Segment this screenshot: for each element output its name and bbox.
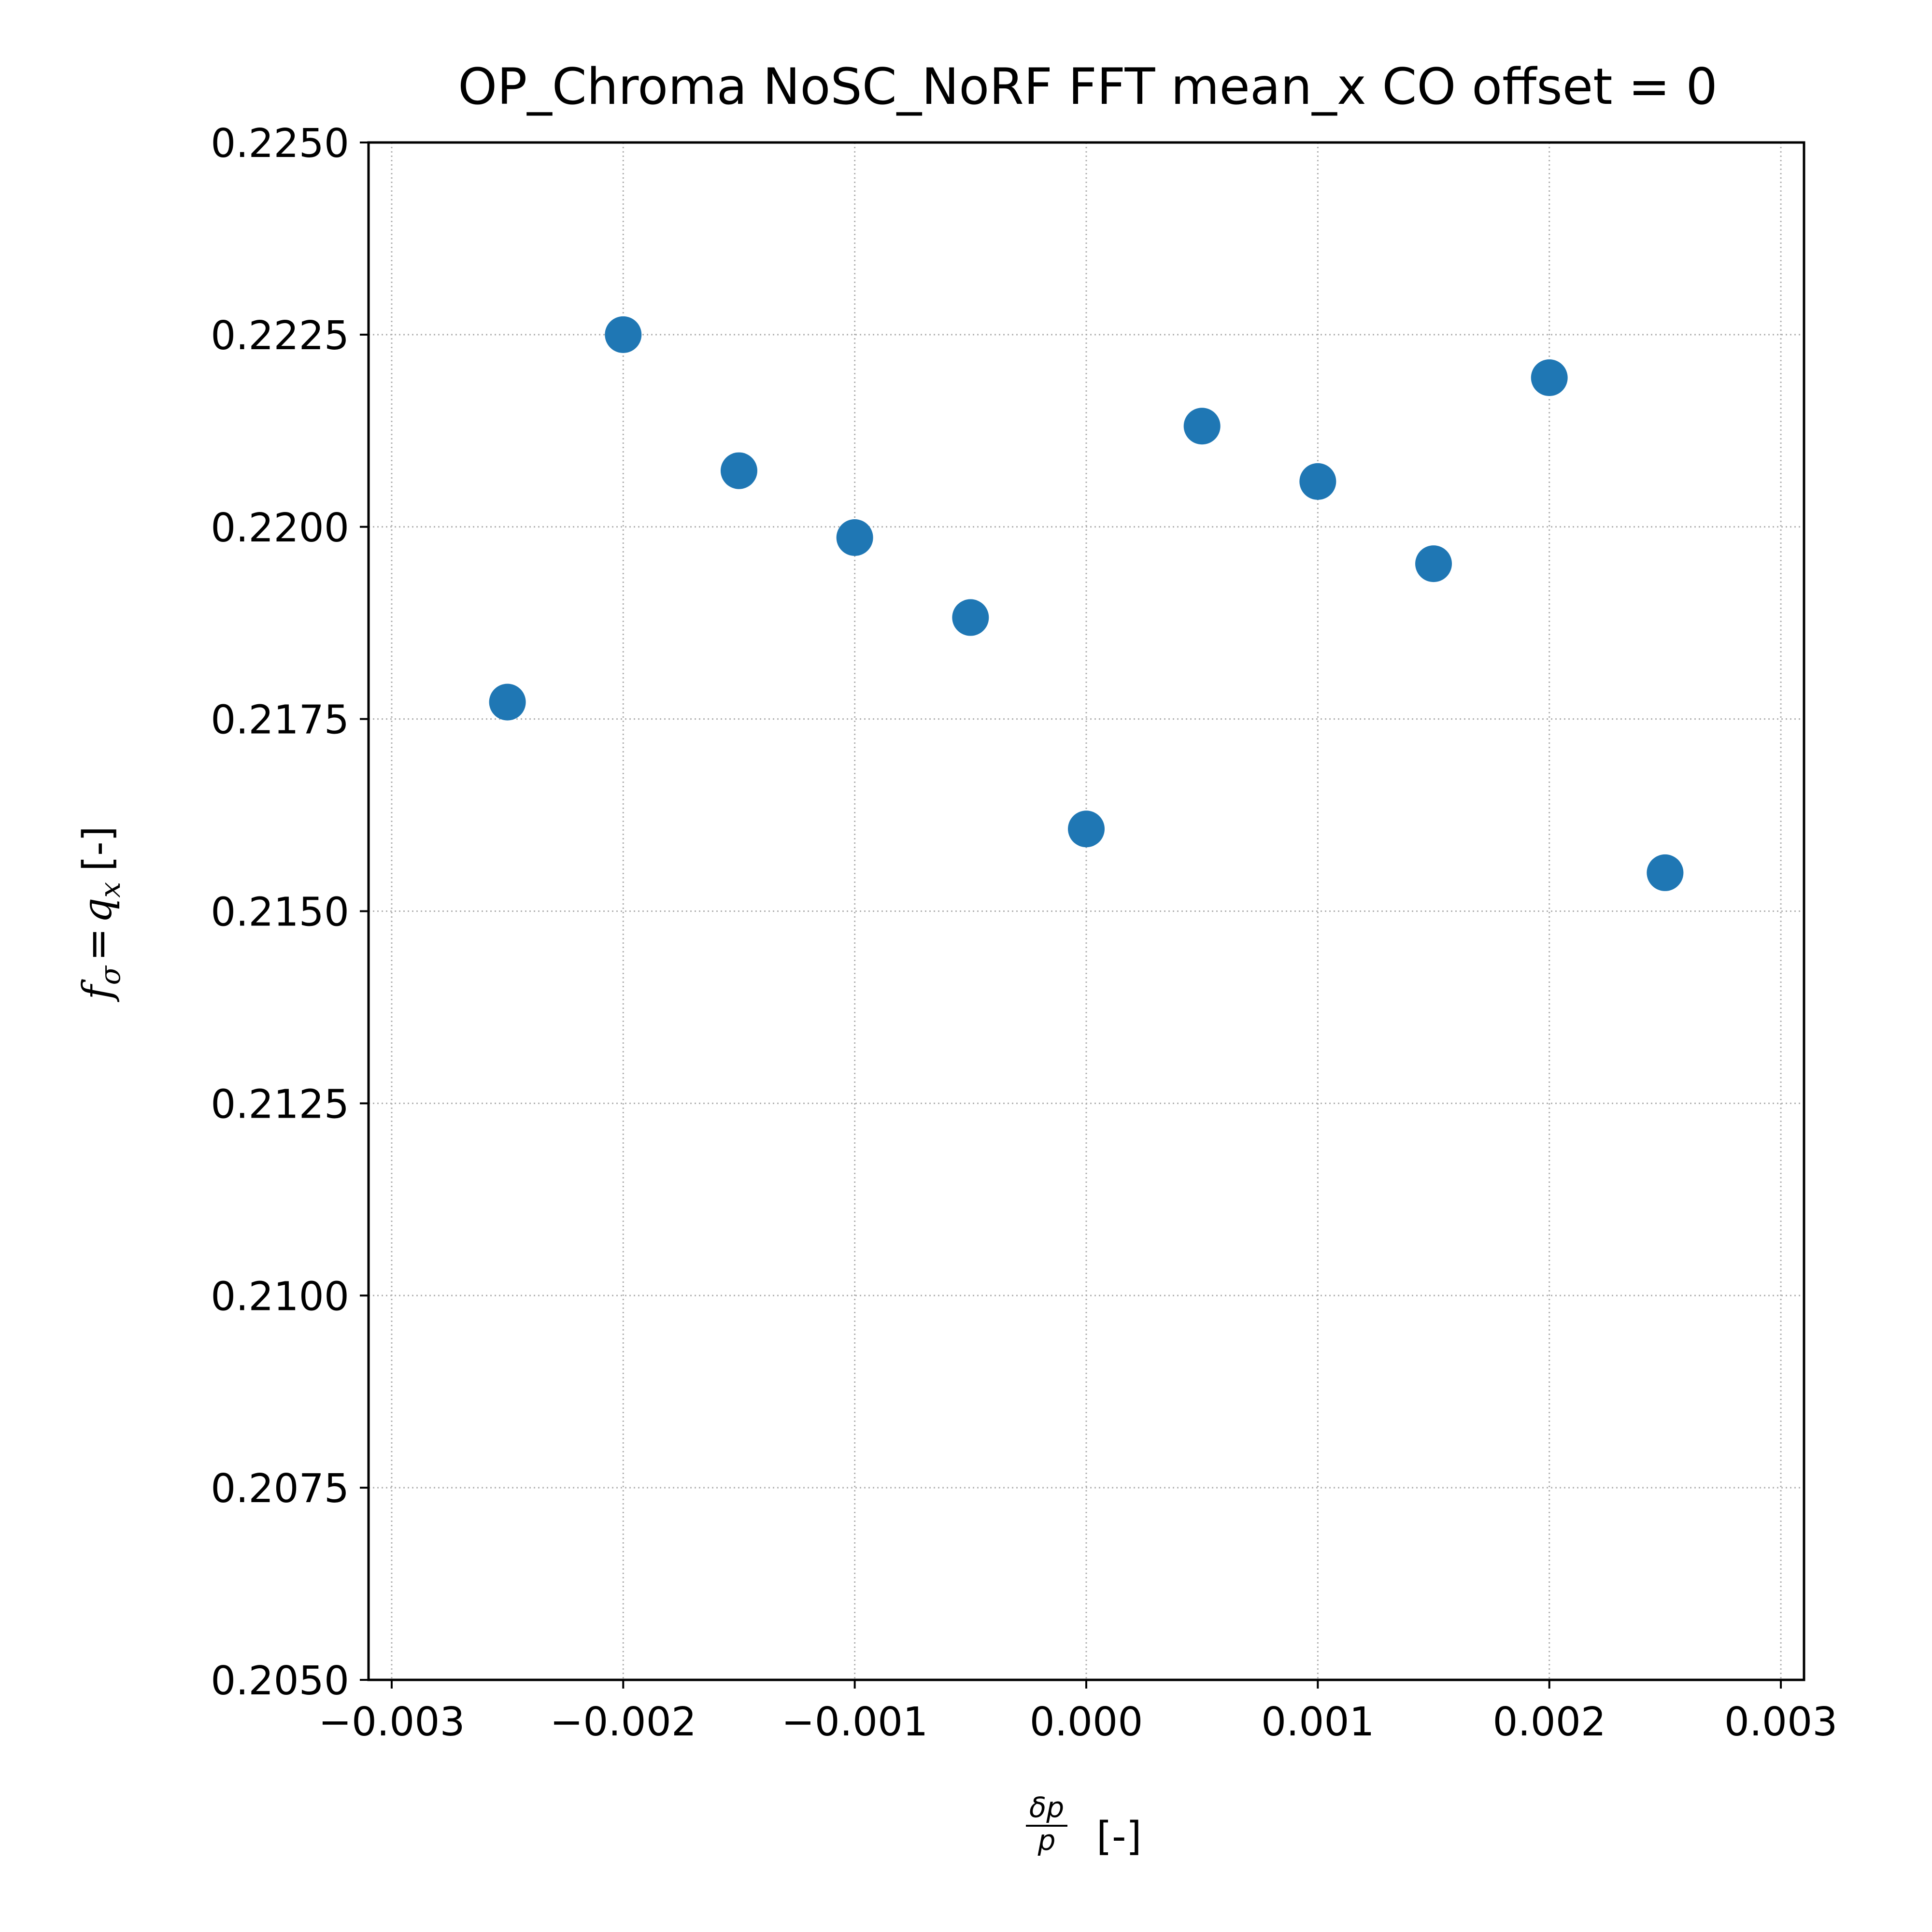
x-tick-label: 0.003 (1724, 1699, 1838, 1745)
y-label-equals: = (75, 928, 121, 961)
y-tick-label: 0.2125 (211, 1081, 349, 1127)
y-tick-label: 0.2075 (211, 1466, 349, 1512)
x-tick-label: 0.000 (1030, 1699, 1143, 1745)
data-point (1068, 810, 1105, 848)
y-label-sigma: σ (94, 965, 127, 985)
y-tick-label: 0.2050 (211, 1658, 349, 1704)
y-label-x: x (94, 882, 127, 898)
data-point (836, 519, 873, 556)
data-point (952, 599, 989, 636)
x-tick-label: 0.002 (1492, 1699, 1606, 1745)
x-label-numerator: δp (1029, 1791, 1064, 1824)
y-tick-label: 0.2225 (211, 313, 349, 359)
x-axis-label: δp p [-] (1026, 1791, 1142, 1860)
data-points (489, 316, 1684, 891)
data-point (489, 683, 526, 721)
data-point (1183, 408, 1221, 445)
data-point (1415, 545, 1452, 582)
data-point (1647, 854, 1684, 891)
x-tick-label: −0.002 (550, 1699, 696, 1745)
chart-title: OP_Chroma NoSC_NoRF FFT mean_x CO offset… (458, 58, 1718, 116)
y-tick-label: 0.2200 (211, 505, 349, 551)
y-label-unit: [-] (75, 826, 121, 871)
y-tick-label: 0.2175 (211, 697, 349, 743)
x-tick-label: 0.001 (1261, 1699, 1375, 1745)
data-point (605, 316, 642, 353)
data-point (1531, 359, 1568, 396)
axis-ticks: −0.003 −0.002 −0.001 0.000 0.001 0.002 0.003 0.… (211, 121, 1837, 1745)
x-label-unit: [-] (1096, 1814, 1142, 1860)
y-tick-label: 0.2150 (211, 890, 349, 936)
y-label-q: q (75, 898, 121, 923)
y-tick-label: 0.2250 (211, 121, 349, 167)
x-label-denominator: p (1037, 1824, 1056, 1857)
x-tick-label: −0.003 (318, 1699, 465, 1745)
data-point (1299, 463, 1336, 500)
y-tick-label: 0.2100 (211, 1274, 349, 1320)
x-tick-label: −0.001 (781, 1699, 928, 1745)
data-point (720, 452, 757, 489)
